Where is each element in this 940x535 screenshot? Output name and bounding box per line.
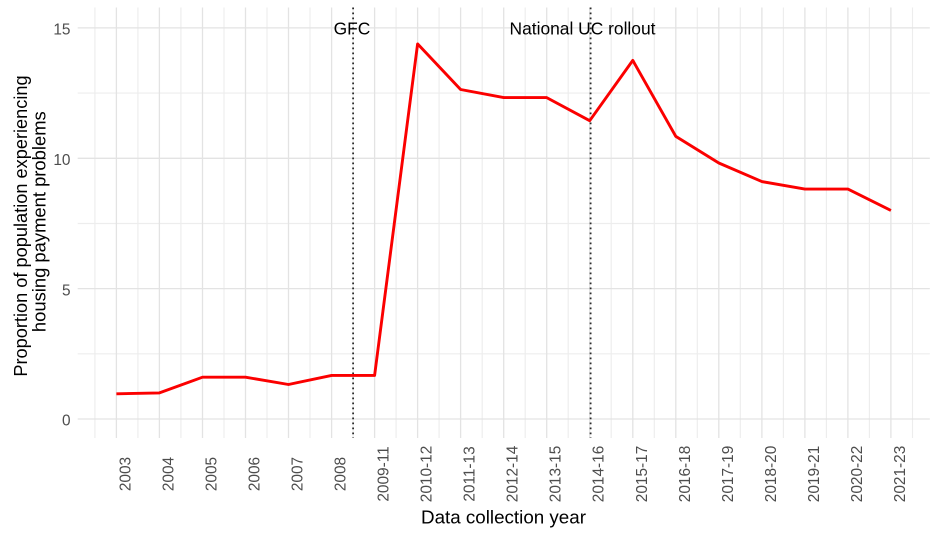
svg-text:2008: 2008 — [333, 457, 350, 491]
svg-text:2010-12: 2010-12 — [419, 446, 436, 502]
svg-text:2019-21: 2019-21 — [806, 446, 823, 502]
svg-text:2005: 2005 — [204, 457, 221, 491]
svg-text:2007: 2007 — [290, 457, 307, 491]
svg-text:5: 5 — [62, 282, 71, 299]
svg-text:Proportion of population exper: Proportion of population experiencing — [11, 75, 31, 376]
svg-text:15: 15 — [53, 22, 70, 39]
svg-text:2018-20: 2018-20 — [763, 446, 780, 502]
svg-text:National UC rollout: National UC rollout — [510, 18, 656, 38]
svg-text:housing payment problems: housing payment problems — [29, 111, 50, 332]
svg-text:Data collection year: Data collection year — [421, 507, 586, 528]
svg-text:2016-18: 2016-18 — [677, 446, 694, 502]
svg-text:2006: 2006 — [247, 457, 264, 491]
svg-text:2003: 2003 — [117, 457, 134, 491]
svg-text:10: 10 — [53, 152, 70, 169]
svg-text:2015-17: 2015-17 — [634, 446, 651, 502]
svg-text:2009-11: 2009-11 — [376, 446, 393, 501]
svg-text:2011-13: 2011-13 — [462, 446, 479, 501]
svg-text:2012-14: 2012-14 — [505, 445, 522, 502]
svg-text:0: 0 — [62, 413, 71, 430]
svg-text:2014-16: 2014-16 — [591, 446, 608, 502]
svg-text:2004: 2004 — [160, 456, 177, 491]
svg-text:2013-15: 2013-15 — [548, 446, 565, 502]
svg-text:2021-23: 2021-23 — [892, 446, 909, 502]
svg-text:GFC: GFC — [334, 18, 371, 38]
svg-text:2020-22: 2020-22 — [849, 446, 866, 502]
svg-text:2017-19: 2017-19 — [720, 446, 737, 502]
